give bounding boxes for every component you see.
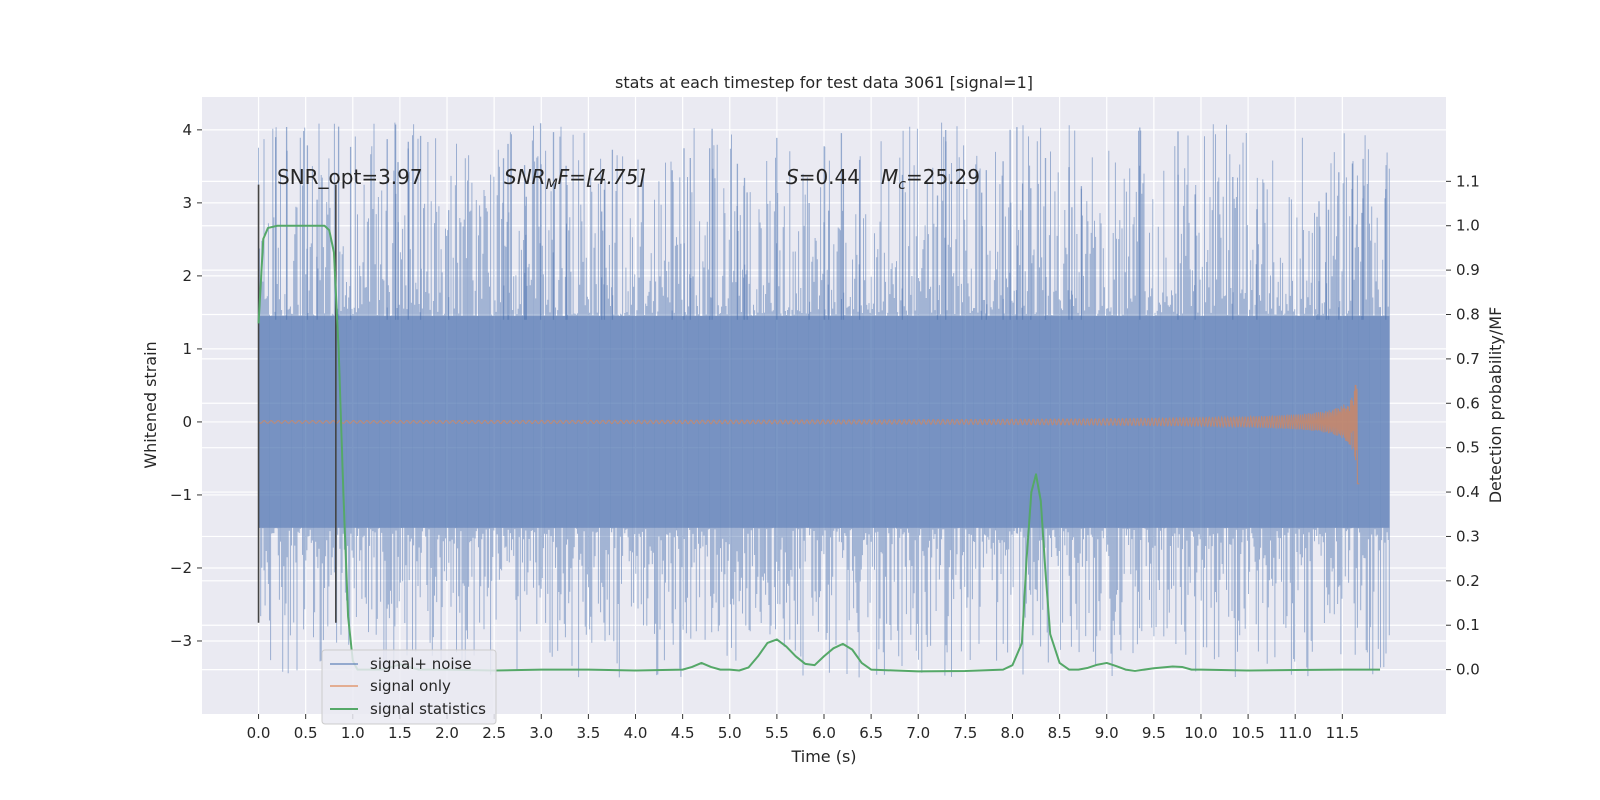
right-y-tick-label: 0.9 (1456, 261, 1480, 279)
legend-label-signal-only: signal only (370, 677, 451, 695)
s-symbol: S (786, 165, 799, 189)
vertical-markers (257, 184, 337, 623)
x-tick-label: 6.0 (812, 724, 836, 742)
right-y-tick-label: 0.1 (1456, 616, 1480, 634)
x-tick-label: 9.0 (1095, 724, 1119, 742)
x-tick-label: 8.5 (1048, 724, 1072, 742)
left-y-tick-label: 1 (182, 340, 192, 358)
right-y-tick-label: 1.1 (1456, 172, 1480, 190)
mc-value: =25.29 (906, 165, 980, 189)
left-y-tick-labels: 4 3 2 1 0 −1 −2 −3 (170, 121, 202, 650)
right-y-tick-label: 0.6 (1456, 394, 1480, 412)
right-y-tick-label: 0.5 (1456, 439, 1480, 457)
left-y-tick-label: 0 (182, 413, 192, 431)
x-tick-label: 9.5 (1142, 724, 1166, 742)
x-tick-label: 7.0 (906, 724, 930, 742)
x-tick-label: 3.5 (576, 724, 600, 742)
x-tick-label: 4.5 (671, 724, 695, 742)
noise-tall-spikes (275, 123, 1387, 320)
x-tick-label: 7.5 (953, 724, 977, 742)
x-tick-label: 10.0 (1184, 724, 1217, 742)
signal-only-line (258, 384, 1360, 485)
left-y-tick-label: 2 (182, 267, 192, 285)
right-y-tick-label: 0.8 (1456, 306, 1480, 324)
left-y-tick-label: −3 (170, 632, 192, 650)
snr-mf-annotation: SNRMF=[4.75] (504, 165, 646, 193)
left-y-axis-label: Whitened strain (141, 341, 160, 468)
s-annotation: S=0.44 (786, 165, 860, 189)
left-y-tick-label: 4 (182, 121, 192, 139)
snr-mf-value: F=[4.75] (558, 165, 646, 189)
left-y-tick-label: −2 (170, 559, 192, 577)
mc-subscript: c (898, 177, 906, 193)
snr-mf-subscript: M (546, 177, 558, 193)
x-tick-label: 1.5 (388, 724, 412, 742)
left-y-tick-label: −1 (170, 486, 192, 504)
x-tick-label: 1.0 (341, 724, 365, 742)
x-tick-label: 2.5 (482, 724, 506, 742)
right-y-tick-label: 0.2 (1456, 572, 1480, 590)
x-tick-label: 5.0 (718, 724, 742, 742)
right-y-tick-label: 0.4 (1456, 483, 1480, 501)
series-signal-statistics (257, 224, 1381, 673)
right-y-tick-label: 1.0 (1456, 217, 1480, 235)
legend-label-signal-statistics: signal statistics (370, 700, 486, 718)
mc-annotation: Mc=25.29 (881, 165, 980, 193)
legend: signal+ noise signal only signal statist… (321, 649, 497, 725)
x-tick-label: 0.5 (294, 724, 318, 742)
x-tick-labels: 0.0 0.5 1.0 1.5 2.0 2.5 3.0 3.5 4.0 4.5 5.0 5.5 6.0 6… (247, 714, 1359, 742)
x-tick-label: 11.5 (1326, 724, 1359, 742)
x-tick-label: 4.0 (624, 724, 648, 742)
x-tick-label: 3.0 (529, 724, 553, 742)
snr-mf-symbol: SNR (504, 165, 546, 189)
x-tick-label: 2.0 (435, 724, 459, 742)
legend-box (321, 649, 497, 725)
chart-title: stats at each timestep for test data 306… (615, 73, 1033, 92)
x-tick-label: 5.5 (765, 724, 789, 742)
x-tick-label: 11.0 (1279, 724, 1312, 742)
signal-statistics-line (257, 224, 1381, 673)
series-signal-only (258, 384, 1360, 485)
mc-symbol: M (881, 165, 898, 189)
right-y-tick-label: 0.0 (1456, 661, 1480, 679)
legend-label-signal-plus-noise: signal+ noise (370, 655, 472, 673)
x-tick-label: 10.5 (1231, 724, 1264, 742)
x-tick-label: 0.0 (247, 724, 271, 742)
x-tick-label: 8.0 (1001, 724, 1025, 742)
snr-opt-annotation: SNR_opt=3.97 (277, 165, 423, 189)
left-y-tick-label: 3 (182, 194, 192, 212)
right-y-tick-labels: 1.1 1.0 0.9 0.8 0.7 0.6 0.5 0.4 0.3 0.2 0.1 0.0 (1446, 172, 1480, 679)
right-y-tick-label: 0.3 (1456, 527, 1480, 545)
x-axis-label: Time (s) (790, 747, 856, 766)
right-y-tick-label: 0.7 (1456, 350, 1480, 368)
x-tick-label: 6.5 (859, 724, 883, 742)
right-y-axis-label: Detection probability/MF (1486, 307, 1505, 504)
s-value: =0.44 (799, 165, 860, 189)
